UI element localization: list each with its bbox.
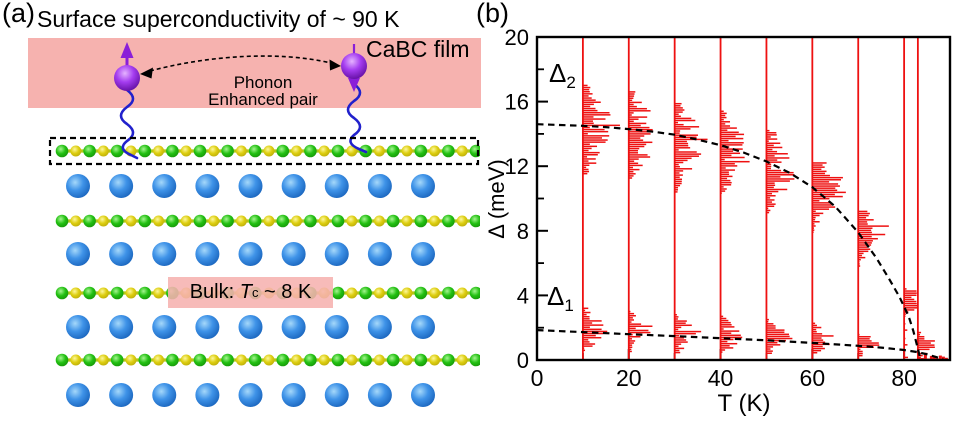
bulk-prefix: Bulk: (189, 281, 240, 303)
cabc-film-label: CaBC film (366, 36, 470, 62)
delta1-symbol: Δ (547, 281, 565, 311)
phonon-exchange-arrow (140, 55, 341, 79)
x-tick-label: 60 (800, 365, 826, 391)
electron-spin-down (341, 44, 367, 92)
y-tick-label: 16 (505, 90, 529, 115)
calcium-atom-rows (66, 174, 435, 407)
y-axis-label: Δ (meV) (484, 159, 509, 239)
bulk-symbol: T (239, 281, 252, 303)
surface-layer-dashed-box (48, 136, 480, 166)
gap-histogram-T20 (627, 37, 653, 360)
x-tick-label: 80 (891, 365, 917, 391)
delta2-series-label: Δ2 (549, 58, 576, 93)
delta1-dashed-curve (536, 329, 944, 361)
plot-frame (535, 35, 952, 362)
x-tick-label: 0 (531, 365, 544, 391)
delta2-sub: 2 (566, 73, 576, 93)
gap-histogram-T30 (673, 37, 708, 360)
gap-histogram-T40 (719, 37, 750, 360)
panel-a-title: Surface superconductivity of ~ 90 K (37, 6, 400, 32)
y-tick-label: 4 (517, 283, 529, 308)
cabc-film-band (28, 38, 481, 108)
x-axis-label: T (K) (717, 390, 771, 417)
gap-histogram-T10 (581, 37, 620, 360)
phonon-label-line2: Enhanced pair (208, 90, 318, 109)
gap-histograms (581, 37, 948, 360)
y-tick-label: 8 (517, 219, 529, 244)
panel-a-label: (a) (2, 0, 35, 28)
panel-b-label: (b) (476, 0, 509, 28)
electron-spin-up (114, 42, 140, 91)
delta2-symbol: Δ (549, 58, 567, 88)
gap-histogram-T70 (857, 37, 889, 360)
y-tick-label: 0 (517, 348, 529, 373)
phonon-label-line1: Phonon (233, 73, 293, 92)
x-tick-label: 40 (708, 365, 734, 391)
y-tick-label: 20 (505, 25, 529, 50)
bulk-suffix: ~ 8 K (258, 281, 312, 303)
gap-histogram-T83 (916, 37, 935, 360)
delta1-sub: 1 (564, 296, 574, 316)
gap-histogram-T50 (765, 37, 795, 360)
gap-histogram-T60 (811, 37, 846, 360)
panel-a-graphics (48, 42, 480, 407)
delta1-series-label: Δ1 (547, 281, 574, 316)
delta2-dashed-curve (536, 123, 922, 359)
phonon-spring-lines (119, 82, 368, 160)
x-tick-label: 20 (616, 365, 642, 391)
y-tick-label: 12 (505, 154, 529, 179)
